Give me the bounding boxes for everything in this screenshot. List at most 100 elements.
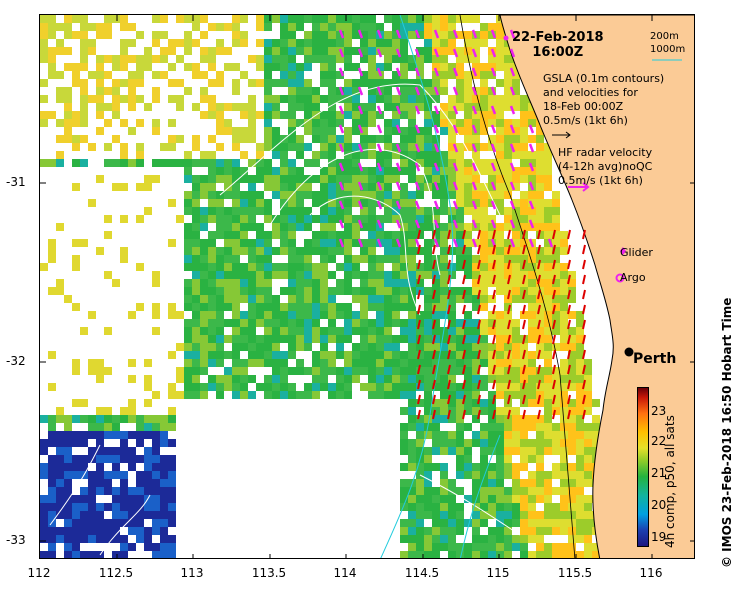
sst-cell: [584, 551, 592, 558]
sst-cell: [48, 287, 56, 295]
sst-cell: [216, 111, 224, 119]
x-tick-label: 112: [27, 566, 51, 580]
hf-arrow: [357, 29, 364, 39]
sst-cell: [344, 351, 352, 359]
sst-cell: [328, 335, 336, 343]
hf-arrow: [357, 162, 364, 172]
gsla-arrow: [432, 304, 436, 315]
sst-cell: [248, 223, 256, 231]
sst-cell: [296, 207, 304, 215]
sst-cell: [464, 119, 472, 127]
sst-cell: [128, 431, 136, 439]
sst-cell: [184, 263, 192, 271]
sst-cell: [280, 327, 288, 335]
sst-cell: [352, 119, 360, 127]
sst-cell: [272, 351, 280, 359]
sst-cell: [64, 487, 72, 495]
sst-cell: [136, 535, 144, 543]
sst-cell: [160, 15, 168, 23]
gsla-arrow: [417, 319, 421, 330]
gsla-arrow: [582, 334, 586, 345]
hf-arrow: [490, 162, 497, 172]
sst-cell: [528, 279, 536, 287]
sst-cell: [304, 63, 312, 71]
sst-cell: [360, 383, 368, 391]
sst-cell: [536, 183, 544, 191]
sst-cell: [336, 39, 344, 47]
sst-cell: [264, 391, 272, 399]
sst-cell: [208, 175, 216, 183]
sst-cell: [376, 303, 384, 311]
sst-cell: [248, 311, 256, 319]
sst-cell: [416, 399, 424, 407]
sst-cell: [536, 167, 544, 175]
sst-cell: [544, 359, 552, 367]
sst-cell: [288, 239, 296, 247]
sst-cell: [440, 191, 448, 199]
sst-cell: [488, 367, 496, 375]
sst-cell: [344, 87, 352, 95]
sst-cell: [512, 375, 520, 383]
sst-cell: [504, 343, 512, 351]
sst-cell: [512, 351, 520, 359]
sst-cell: [352, 143, 360, 151]
sst-cell: [104, 519, 112, 527]
sst-cell: [104, 415, 112, 423]
sst-cell: [184, 359, 192, 367]
sst-cell: [368, 207, 376, 215]
sst-cell: [400, 55, 408, 63]
sst-cell: [496, 255, 504, 263]
sst-cell: [304, 87, 312, 95]
sst-cell: [528, 175, 536, 183]
sst-cell: [184, 31, 192, 39]
sst-cell: [152, 175, 160, 183]
sst-cell: [488, 263, 496, 271]
sst-cell: [464, 47, 472, 55]
sst-cell: [368, 319, 376, 327]
sst-cell: [488, 423, 496, 431]
sst-cell: [368, 359, 376, 367]
sst-cell: [528, 439, 536, 447]
gsla-arrow: [507, 319, 511, 330]
sst-cell: [304, 191, 312, 199]
sst-cell: [504, 55, 512, 63]
sst-cell: [464, 335, 472, 343]
sst-map[interactable]: ♦: [39, 14, 695, 559]
sst-cell: [464, 495, 472, 503]
sst-cell: [432, 351, 440, 359]
gsla-arrow: [477, 289, 481, 300]
sst-cell: [72, 303, 80, 311]
sst-cell: [120, 255, 128, 263]
sst-cell: [568, 367, 576, 375]
sst-cell: [560, 551, 568, 558]
sst-cell: [136, 215, 144, 223]
sst-cell: [104, 487, 112, 495]
sst-cell: [224, 191, 232, 199]
sst-cell: [56, 47, 64, 55]
gsla-arrow: [552, 244, 556, 255]
sst-cell: [472, 359, 480, 367]
sst-cell: [112, 159, 120, 167]
sst-cell: [584, 543, 592, 551]
sst-cell: [208, 215, 216, 223]
sst-cell: [512, 143, 520, 151]
sst-cell: [80, 415, 88, 423]
sst-cell: [568, 495, 576, 503]
sst-cell: [576, 511, 584, 519]
sst-cell: [48, 551, 56, 558]
sst-cell: [112, 463, 120, 471]
sst-cell: [328, 175, 336, 183]
sst-cell: [584, 367, 592, 375]
sst-cell: [200, 15, 208, 23]
sst-cell: [432, 527, 440, 535]
sst-cell: [480, 351, 488, 359]
sst-cell: [448, 71, 456, 79]
sst-cell: [360, 327, 368, 335]
sst-cell: [248, 319, 256, 327]
hf-arrow: [528, 162, 535, 172]
sst-cell: [368, 223, 376, 231]
sst-cell: [392, 31, 400, 39]
sst-cell: [64, 519, 72, 527]
sst-cell: [120, 447, 128, 455]
sst-cell: [360, 303, 368, 311]
